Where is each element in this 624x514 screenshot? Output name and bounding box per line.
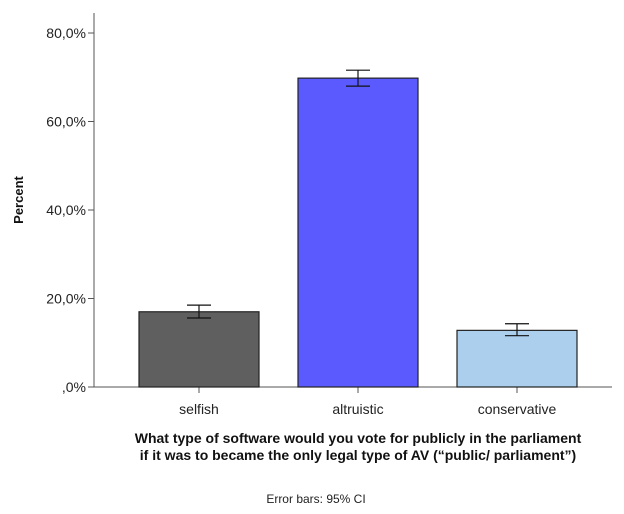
x-tick-label-conservative: conservative: [478, 401, 557, 417]
x-axis-label-line-2: if it was to became the only legal type …: [140, 447, 576, 463]
y-tick-label: 20,0%: [46, 291, 86, 307]
bar-selfish: [138, 311, 260, 388]
y-tick-label: 80,0%: [46, 25, 86, 41]
y-tick-label: 40,0%: [46, 202, 86, 218]
x-tick-label-altruistic: altruistic: [332, 401, 383, 417]
y-axis-label: Percent: [11, 175, 26, 223]
bars: [138, 77, 578, 388]
x-tick-label-selfish: selfish: [179, 401, 219, 417]
x-axis-label-line-1: What type of software would you vote for…: [135, 430, 582, 446]
bar-conservative: [456, 329, 578, 388]
bar-altruistic: [297, 77, 419, 388]
error-bars: [187, 69, 529, 337]
error-bars-footnote: Error bars: 95% CI: [266, 492, 365, 506]
x-axis: selfish altruistic conservative: [94, 386, 612, 417]
y-axis: ,0% 20,0% 40,0% 60,0% 80,0%: [46, 13, 95, 395]
y-tick-label: ,0%: [62, 379, 86, 395]
y-tick-label: 60,0%: [46, 114, 86, 130]
